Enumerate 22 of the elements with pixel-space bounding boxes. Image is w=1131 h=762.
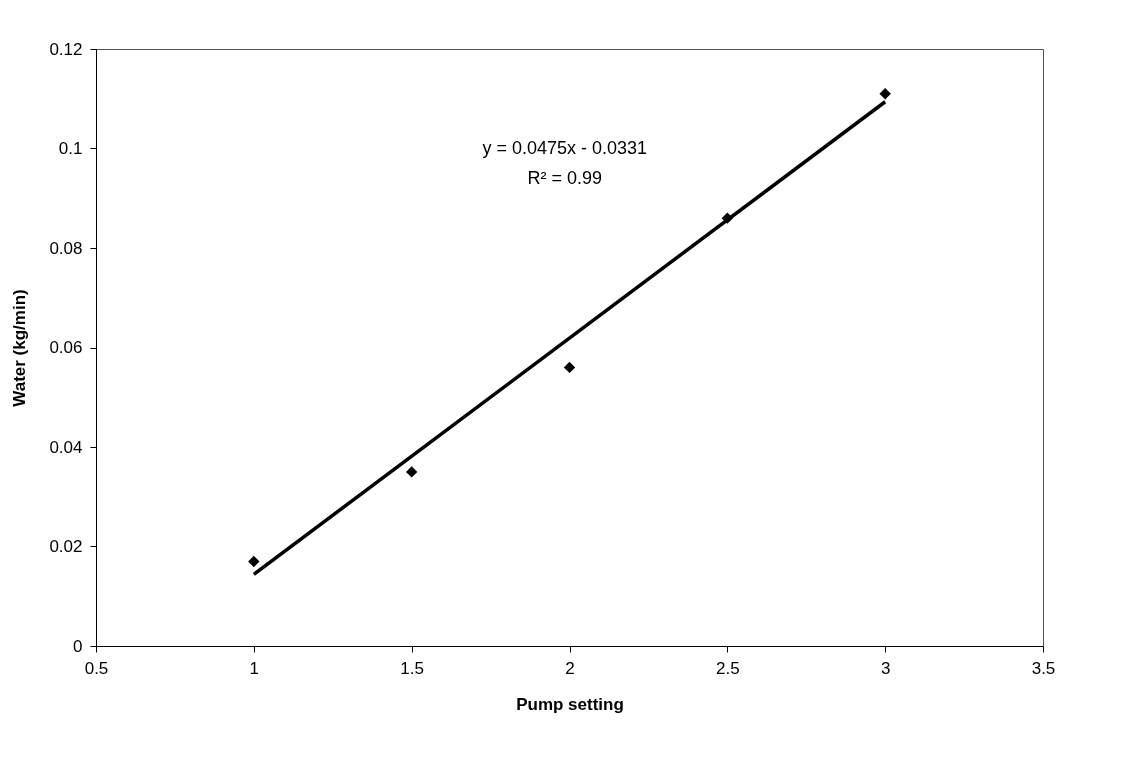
- annotation: y = 0.0475x - 0.0331: [482, 138, 648, 158]
- point: [879, 88, 891, 100]
- point: [563, 361, 576, 374]
- x-tick-label: 0.5: [84, 658, 109, 678]
- x-tick-label: 3.5: [1031, 658, 1056, 678]
- x-tick-label: 2: [565, 658, 575, 678]
- y-tick-label: 0.06: [49, 338, 83, 357]
- point: [405, 466, 418, 478]
- y-axis-title: Water (kg/min): [10, 289, 30, 407]
- x-tick-label: 1: [249, 658, 260, 678]
- x-tick-label: 3: [880, 658, 891, 678]
- annotation: R² = 0.99: [527, 168, 603, 188]
- point: [248, 555, 260, 568]
- x-tick-label: 1.5: [400, 658, 424, 678]
- y-tick-label: 0: [73, 636, 83, 656]
- x-tick-label: 2.5: [716, 658, 740, 678]
- y-tick-label: 0.08: [49, 238, 83, 258]
- y-tick-label: 0.04: [49, 437, 83, 457]
- x-axis-title: Pump setting: [516, 694, 624, 714]
- y-tick-label: 0.1: [58, 139, 83, 158]
- y-tick-label: 0.12: [49, 39, 83, 59]
- y-tick-label: 0.02: [49, 537, 83, 556]
